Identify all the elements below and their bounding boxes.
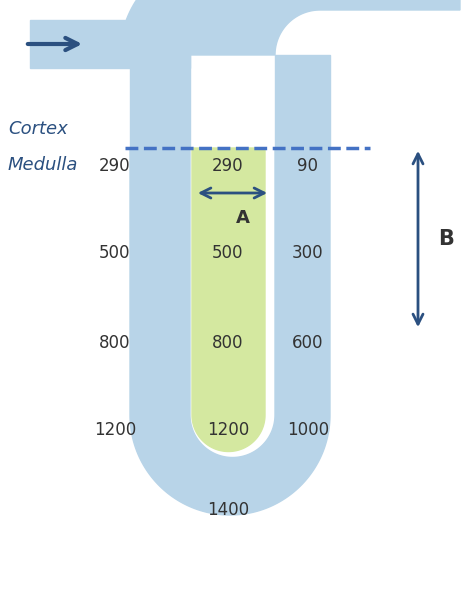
Text: A: A bbox=[236, 209, 250, 227]
Text: Medulla: Medulla bbox=[8, 156, 78, 174]
Text: 500: 500 bbox=[212, 244, 244, 262]
Text: 500: 500 bbox=[99, 244, 131, 262]
Text: 1200: 1200 bbox=[207, 421, 249, 439]
Text: 800: 800 bbox=[212, 334, 244, 352]
Text: Cortex: Cortex bbox=[8, 120, 68, 138]
Text: 300: 300 bbox=[292, 244, 324, 262]
Text: 600: 600 bbox=[292, 334, 324, 352]
Polygon shape bbox=[120, 0, 460, 55]
Text: 1200: 1200 bbox=[94, 421, 136, 439]
Text: 90: 90 bbox=[298, 157, 319, 175]
Text: 290: 290 bbox=[99, 157, 131, 175]
Polygon shape bbox=[192, 148, 265, 451]
Polygon shape bbox=[30, 20, 190, 68]
Text: 1400: 1400 bbox=[207, 501, 249, 519]
Polygon shape bbox=[130, 148, 330, 515]
Polygon shape bbox=[130, 20, 190, 148]
Text: B: B bbox=[438, 229, 454, 249]
Polygon shape bbox=[275, 55, 330, 148]
Text: 1000: 1000 bbox=[287, 421, 329, 439]
Text: 290: 290 bbox=[212, 157, 244, 175]
Text: 800: 800 bbox=[99, 334, 131, 352]
